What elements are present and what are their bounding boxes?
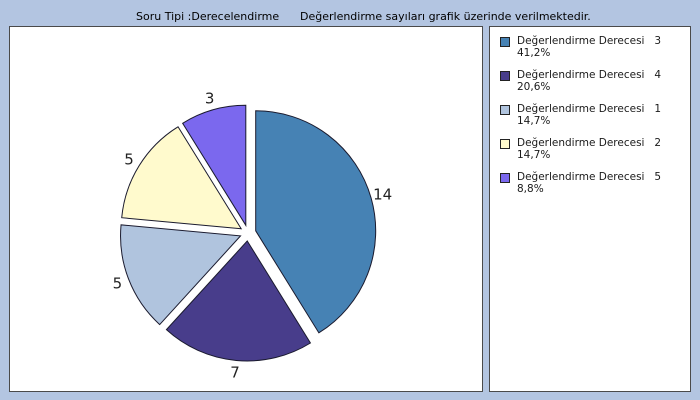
pie-slice-5 [181,104,247,228]
pie-chart: 14 7 5 5 3 [113,89,393,381]
legend-percent: 8,8% [517,183,544,195]
chart-header: Soru Tipi :Derecelendirme Değerlendirme … [0,10,700,26]
legend-swatch [500,105,510,115]
legend-percent: 20,6% [517,81,551,93]
legend-code: 1 [654,103,661,115]
legend-swatch [500,37,510,47]
legend-label: Değerlendirme Derecesi [517,137,645,149]
legend-item-1: Değerlendirme Derecesi 1 14,7% [500,103,686,133]
legend-panel: Değerlendirme Derecesi 3 41,2% Değerlendirm… [489,26,691,392]
legend-item-2: Değerlendirme Derecesi 2 14,7% [500,137,686,167]
chart-note: Değerlendirme sayıları grafik üzerinde v… [300,10,591,23]
slice-value-label-4: 7 [230,363,240,381]
slice-value-label-2: 5 [124,150,134,168]
legend-item-4: Değerlendirme Derecesi 4 20,6% [500,69,686,99]
legend-item-3: Değerlendirme Derecesi 3 41,2% [500,35,686,65]
legend-swatch [500,173,510,183]
legend-percent: 14,7% [517,149,551,161]
legend-label: Değerlendirme Derecesi [517,35,645,47]
legend-label: Değerlendirme Derecesi [517,103,645,115]
pie-slice-2 [121,126,243,230]
slice-value-label-1: 5 [113,275,123,293]
slice-value-label-5: 3 [205,89,215,107]
legend-swatch [500,71,510,81]
legend-code: 3 [654,35,661,47]
pie-slice-4 [165,240,312,362]
pie-slice-1 [120,224,242,326]
legend-percent: 14,7% [517,115,551,127]
slice-value-label-3: 14 [373,186,392,204]
question-type-label: Soru Tipi :Derecelendirme [136,10,280,23]
legend-percent: 41,2% [517,47,551,59]
legend-label: Değerlendirme Derecesi [517,69,645,81]
pie-slice-3 [255,110,377,334]
legend-label: Değerlendirme Derecesi [517,171,645,183]
legend-code: 5 [654,171,661,183]
legend-swatch [500,139,510,149]
legend-item-5: Değerlendirme Derecesi 5 8,8% [500,171,686,201]
legend-code: 4 [654,69,661,81]
chart-panel: 14 7 5 5 3 [9,26,483,392]
legend-code: 2 [654,137,661,149]
